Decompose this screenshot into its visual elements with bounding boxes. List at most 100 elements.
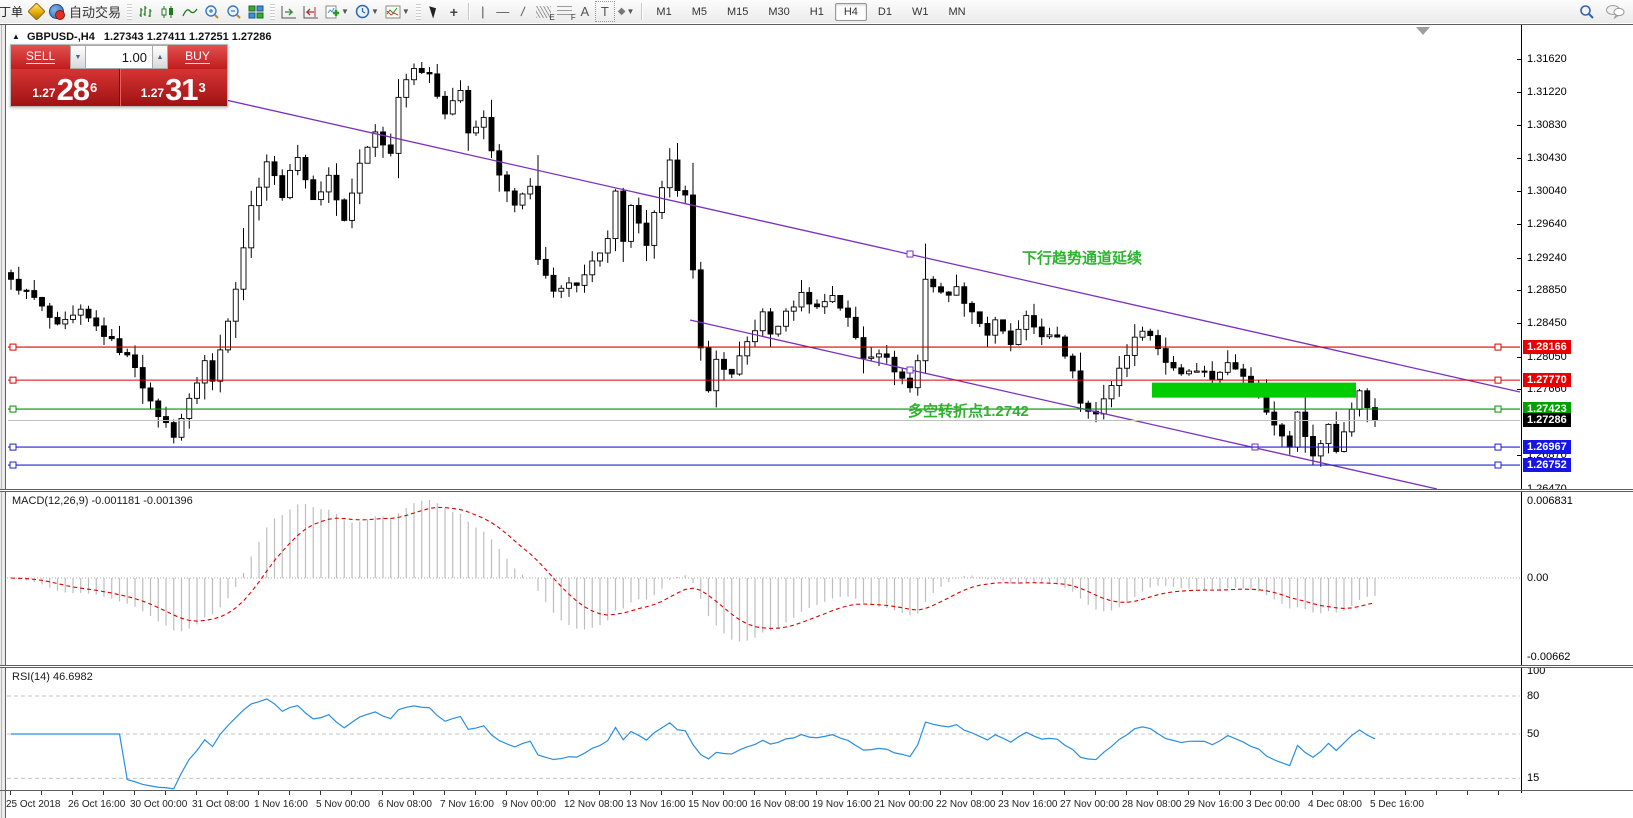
equidistant-channel-tool[interactable]: E <box>533 1 555 22</box>
indicators-dropdown-arrow[interactable]: ▼ <box>401 7 410 16</box>
volume-increase-button[interactable]: ▲ <box>152 45 168 69</box>
timeframe-h4[interactable]: H4 <box>834 2 867 21</box>
indicators-button[interactable]: ▼ <box>382 1 413 22</box>
splitter-macd-rsi[interactable] <box>0 665 1633 666</box>
orders-button[interactable]: 丁单 <box>0 5 24 19</box>
sell-price-pip: 6 <box>90 80 98 95</box>
text-tool[interactable]: A <box>580 4 590 19</box>
date-axis-label: 25 Oct 2018 <box>6 799 61 810</box>
price-line-badge: 1.28166 <box>1523 340 1571 355</box>
date-axis-tick <box>785 791 786 795</box>
search-icon[interactable] <box>1579 4 1595 20</box>
zoom-in-icon <box>205 5 219 19</box>
line-chart-button[interactable] <box>179 1 201 22</box>
new-chart-dropdown-arrow[interactable]: ▼ <box>341 7 349 16</box>
date-axis-tick <box>1002 791 1003 795</box>
date-axis-label: 5 Dec 16:00 <box>1370 799 1424 810</box>
zoom-in-button[interactable] <box>201 1 223 22</box>
timeframe-m1[interactable]: M1 <box>656 5 672 18</box>
sell-price-prefix: 1.27 <box>32 86 56 100</box>
price-axis-tick <box>1517 92 1521 94</box>
volume-decrease-button[interactable]: ▼ <box>70 45 86 69</box>
tile-windows-icon <box>248 5 264 18</box>
text-label-tool[interactable]: T <box>594 1 615 22</box>
tile-windows-button[interactable] <box>245 1 267 22</box>
trendline-tool[interactable]: / <box>519 4 526 19</box>
timeframe-m5[interactable]: M5 <box>691 5 707 18</box>
window-left-edge[interactable] <box>0 24 6 818</box>
cursor-icon <box>428 4 439 19</box>
date-axis-tick <box>1126 791 1127 795</box>
candlestick-chart[interactable] <box>7 25 1521 489</box>
profiles-dropdown-arrow[interactable]: ▼ <box>370 7 379 16</box>
price-axis-label: 1.29240 <box>1527 251 1567 264</box>
date-axis-label: 1 Nov 16:00 <box>254 799 308 810</box>
price-axis-label: 1.30040 <box>1527 184 1567 197</box>
chart-shift-marker[interactable] <box>1416 27 1430 35</box>
annotation-trend-channel[interactable]: 下行趋势通道延续 <box>1022 250 1143 267</box>
autotrading-button[interactable]: 自动交易 <box>46 1 124 22</box>
date-axis-tick <box>444 791 445 795</box>
date-axis-label: 26 Oct 16:00 <box>68 799 126 810</box>
vertical-line-tool[interactable]: | <box>481 4 485 19</box>
chart-shift-icon <box>303 5 319 18</box>
timeframe-mn[interactable]: MN <box>948 5 966 18</box>
arrows-dropdown-arrow[interactable]: ▼ <box>626 7 635 16</box>
horizontal-line-tool[interactable]: — <box>496 4 510 19</box>
timeframe-w1[interactable]: W1 <box>911 5 929 18</box>
arrows-tool[interactable]: ◆ ▼ <box>615 1 638 22</box>
zoom-out-button[interactable] <box>223 1 245 22</box>
buy-button[interactable]: BUY <box>168 45 227 69</box>
date-axis-label: 16 Nov 08:00 <box>750 799 810 810</box>
macd-panel-chart[interactable] <box>7 492 1521 665</box>
date-axis-tick <box>1033 791 1034 795</box>
date-axis-label: 29 Nov 16:00 <box>1184 799 1244 810</box>
date-axis-label: 23 Nov 16:00 <box>998 799 1058 810</box>
toolbar-grip <box>127 3 133 20</box>
auto-scroll-button[interactable] <box>278 1 300 22</box>
timeframe-h1[interactable]: H1 <box>809 5 824 18</box>
rsi-axis-label: 50 <box>1527 728 1540 740</box>
buy-price-display[interactable]: 1.27 31 3 <box>120 69 228 106</box>
price-axis-tick <box>1517 356 1521 358</box>
rsi-axis-label: 80 <box>1527 689 1540 702</box>
candlestick-chart-button[interactable] <box>157 1 179 22</box>
fibonacci-tool[interactable]: F <box>554 1 576 22</box>
crosshair-button[interactable]: + <box>449 3 458 20</box>
timeframe-m15[interactable]: M15 <box>726 5 749 18</box>
price-axis-label: 1.30430 <box>1527 152 1567 165</box>
date-axis-tick <box>1157 791 1158 795</box>
toolbar: 丁单 自动交易 ▼ ▼ ▼ + | — / E <box>0 0 1633 23</box>
date-axis-tick <box>289 791 290 795</box>
timeframe-d1[interactable]: D1 <box>877 5 892 18</box>
new-chart-button[interactable]: ▼ <box>322 1 352 22</box>
date-axis-label: 12 Nov 08:00 <box>564 799 624 810</box>
date-axis-tick <box>258 791 259 795</box>
date-axis-tick <box>1467 791 1468 795</box>
date-axis-tick <box>1095 791 1096 795</box>
date-axis-tick <box>165 791 166 795</box>
annotation-pivot-point[interactable]: 多空转折点1.2742 <box>908 403 1029 420</box>
cursor-button[interactable] <box>424 1 444 22</box>
sell-price-display[interactable]: 1.27 28 6 <box>11 69 120 106</box>
chat-icon[interactable] <box>1605 4 1625 19</box>
volume-input[interactable]: 1.00 <box>86 45 152 69</box>
profiles-button[interactable]: ▼ <box>352 1 382 22</box>
rsi-panel-chart[interactable] <box>7 668 1521 790</box>
date-axis-tick <box>351 791 352 795</box>
date-axis-label: 31 Oct 08:00 <box>192 799 250 810</box>
date-axis-tick <box>537 791 538 795</box>
chart-shift-button[interactable] <box>300 1 322 22</box>
splitter-main-macd[interactable] <box>0 489 1633 490</box>
date-axis-tick <box>1064 791 1065 795</box>
timeframe-m30[interactable]: M30 <box>768 5 790 18</box>
new-order-button[interactable] <box>26 1 46 22</box>
date-axis-tick <box>1343 791 1344 795</box>
date-axis-tick <box>196 791 197 795</box>
auto-scroll-icon <box>281 5 297 18</box>
timeframe-group: M1 M5 M15 M30 H1 H4 D1 W1 MN <box>646 2 975 21</box>
price-axis-tick <box>1517 59 1521 61</box>
collapse-icon[interactable]: ▲ <box>12 32 20 41</box>
bar-chart-button[interactable] <box>135 1 157 22</box>
sell-button[interactable]: SELL <box>11 45 70 69</box>
